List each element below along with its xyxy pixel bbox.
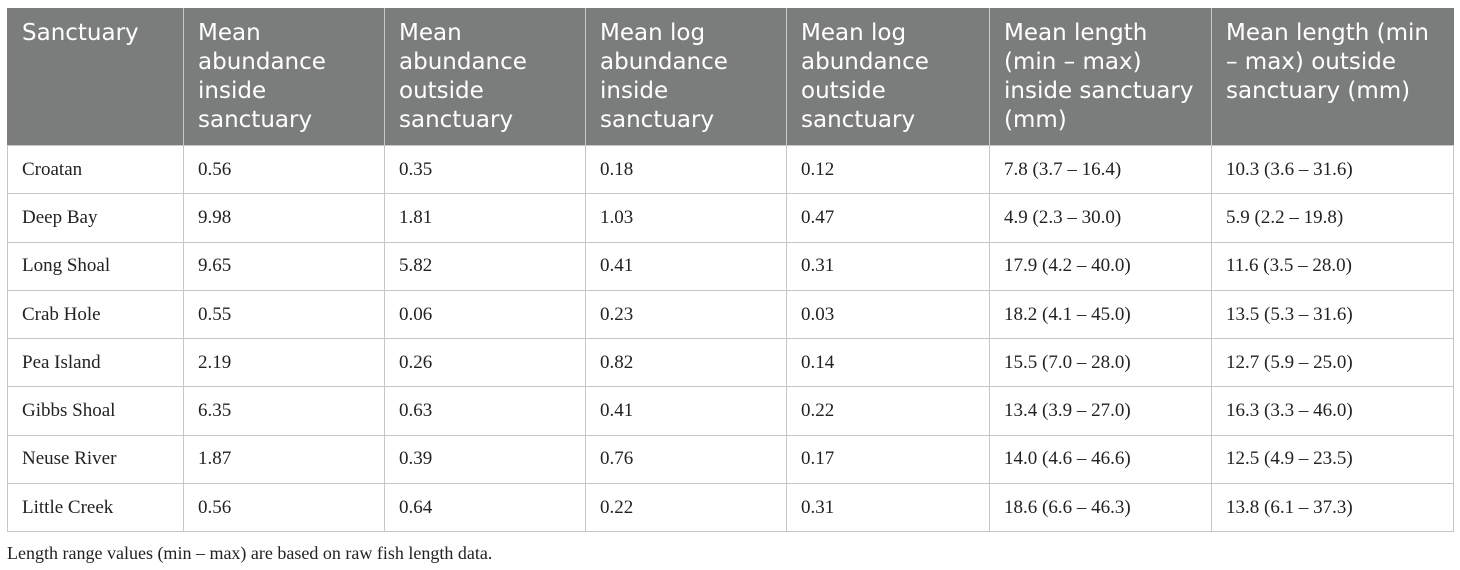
cell-sanctuary: Neuse River [7, 434, 184, 485]
cell-sanctuary: Gibbs Shoal [7, 386, 184, 436]
sanctuary-data-table: Sanctuary Mean abundance inside sanctuar… [7, 8, 1454, 533]
cell-sanctuary: Long Shoal [7, 241, 184, 291]
table-header: Sanctuary Mean abundance inside sanctuar… [7, 8, 1454, 146]
cell-log-abundance-outside: 0.31 [786, 483, 990, 533]
cell-log-abundance-inside: 0.22 [585, 483, 787, 533]
table-row: Pea Island 2.19 0.26 0.82 0.14 15.5 (7.0… [7, 338, 1454, 388]
cell-log-abundance-outside: 0.47 [786, 193, 990, 243]
cell-log-abundance-inside: 0.18 [585, 144, 787, 195]
cell-abundance-outside: 0.39 [384, 434, 586, 485]
cell-log-abundance-inside: 0.76 [585, 434, 787, 485]
cell-log-abundance-outside: 0.12 [786, 144, 990, 195]
cell-length-inside: 7.8 (3.7 – 16.4) [989, 144, 1212, 195]
cell-log-abundance-outside: 0.03 [786, 289, 990, 340]
cell-length-inside: 14.0 (4.6 – 46.6) [989, 434, 1212, 485]
header-mean-log-abundance-outside: Mean log abundance outside sanctuary [786, 8, 990, 146]
table-row: Little Creek 0.56 0.64 0.22 0.31 18.6 (6… [7, 483, 1454, 533]
cell-length-outside: 10.3 (3.6 – 31.6) [1211, 144, 1454, 195]
cell-length-outside: 12.5 (4.9 – 23.5) [1211, 434, 1454, 485]
table-footnote: Length range values (min – max) are base… [7, 543, 493, 563]
cell-length-inside: 18.6 (6.6 – 46.3) [989, 483, 1212, 533]
cell-sanctuary: Pea Island [7, 338, 184, 388]
cell-log-abundance-inside: 0.41 [585, 241, 787, 291]
cell-log-abundance-outside: 0.31 [786, 241, 990, 291]
header-mean-log-abundance-inside: Mean log abundance inside sanctuary [585, 8, 787, 146]
cell-length-inside: 18.2 (4.1 – 45.0) [989, 289, 1212, 340]
cell-abundance-outside: 0.26 [384, 338, 586, 388]
table-row: Crab Hole 0.55 0.06 0.23 0.03 18.2 (4.1 … [7, 289, 1454, 340]
table-body: Croatan 0.56 0.35 0.18 0.12 7.8 (3.7 – 1… [7, 144, 1454, 533]
cell-log-abundance-inside: 0.41 [585, 386, 787, 436]
header-mean-abundance-outside: Mean abundance outside sanctuary [384, 8, 586, 146]
cell-sanctuary: Little Creek [7, 483, 184, 533]
table-row: Deep Bay 9.98 1.81 1.03 0.47 4.9 (2.3 – … [7, 193, 1454, 243]
table-row: Gibbs Shoal 6.35 0.63 0.41 0.22 13.4 (3.… [7, 386, 1454, 436]
cell-log-abundance-outside: 0.14 [786, 338, 990, 388]
cell-length-outside: 16.3 (3.3 – 46.0) [1211, 386, 1454, 436]
cell-abundance-inside: 2.19 [183, 338, 385, 388]
data-table-container: Sanctuary Mean abundance inside sanctuar… [7, 8, 1454, 533]
cell-sanctuary: Croatan [7, 144, 184, 195]
cell-abundance-outside: 1.81 [384, 193, 586, 243]
cell-abundance-inside: 9.65 [183, 241, 385, 291]
cell-sanctuary: Crab Hole [7, 289, 184, 340]
cell-length-inside: 4.9 (2.3 – 30.0) [989, 193, 1212, 243]
cell-abundance-inside: 0.56 [183, 144, 385, 195]
cell-abundance-inside: 6.35 [183, 386, 385, 436]
cell-log-abundance-inside: 0.23 [585, 289, 787, 340]
cell-abundance-outside: 0.35 [384, 144, 586, 195]
cell-length-inside: 13.4 (3.9 – 27.0) [989, 386, 1212, 436]
cell-length-outside: 5.9 (2.2 – 19.8) [1211, 193, 1454, 243]
cell-abundance-outside: 0.06 [384, 289, 586, 340]
cell-abundance-outside: 0.64 [384, 483, 586, 533]
cell-log-abundance-outside: 0.22 [786, 386, 990, 436]
cell-log-abundance-outside: 0.17 [786, 434, 990, 485]
cell-log-abundance-inside: 0.82 [585, 338, 787, 388]
cell-length-inside: 17.9 (4.2 – 40.0) [989, 241, 1212, 291]
cell-length-outside: 13.8 (6.1 – 37.3) [1211, 483, 1454, 533]
cell-length-outside: 13.5 (5.3 – 31.6) [1211, 289, 1454, 340]
cell-abundance-outside: 0.63 [384, 386, 586, 436]
cell-sanctuary: Deep Bay [7, 193, 184, 243]
table-row: Croatan 0.56 0.35 0.18 0.12 7.8 (3.7 – 1… [7, 144, 1454, 195]
header-mean-length-inside: Mean length (min – max) inside sanctuary… [989, 8, 1212, 146]
header-sanctuary: Sanctuary [7, 8, 184, 146]
cell-abundance-outside: 5.82 [384, 241, 586, 291]
cell-length-inside: 15.5 (7.0 – 28.0) [989, 338, 1212, 388]
cell-length-outside: 11.6 (3.5 – 28.0) [1211, 241, 1454, 291]
table-row: Neuse River 1.87 0.39 0.76 0.17 14.0 (4.… [7, 434, 1454, 485]
cell-abundance-inside: 9.98 [183, 193, 385, 243]
header-mean-abundance-inside: Mean abundance inside sanctuary [183, 8, 385, 146]
header-row: Sanctuary Mean abundance inside sanctuar… [7, 8, 1454, 146]
cell-abundance-inside: 0.56 [183, 483, 385, 533]
header-mean-length-outside: Mean length (min – max) outside sanctuar… [1211, 8, 1454, 146]
cell-abundance-inside: 0.55 [183, 289, 385, 340]
cell-abundance-inside: 1.87 [183, 434, 385, 485]
cell-length-outside: 12.7 (5.9 – 25.0) [1211, 338, 1454, 388]
table-row: Long Shoal 9.65 5.82 0.41 0.31 17.9 (4.2… [7, 241, 1454, 291]
cell-log-abundance-inside: 1.03 [585, 193, 787, 243]
